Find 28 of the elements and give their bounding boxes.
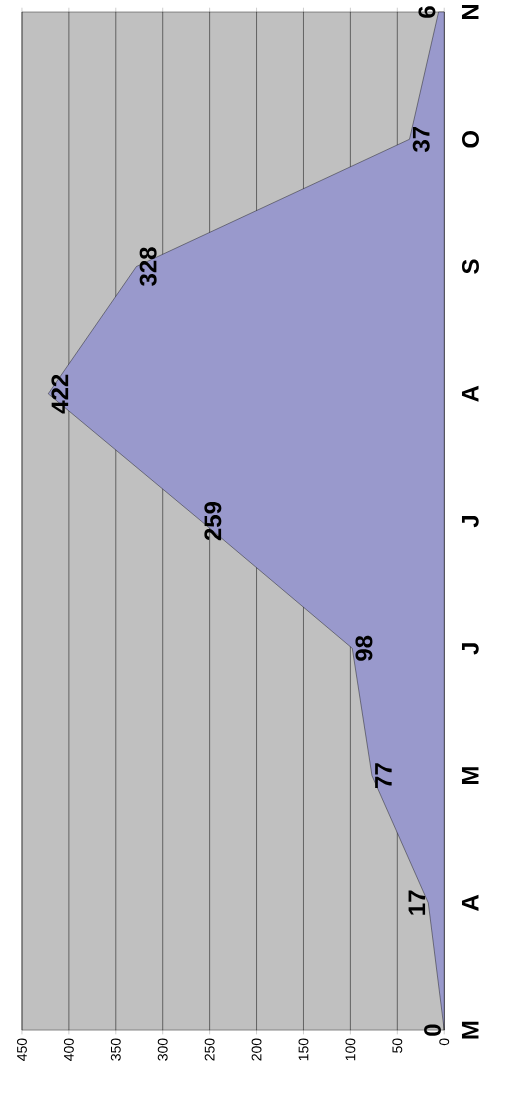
x-tick-label: 50 xyxy=(392,1038,403,1053)
data-label: 6 xyxy=(418,6,436,18)
data-label: 77 xyxy=(375,763,392,788)
y-tick-label: A xyxy=(461,385,479,402)
x-tick-label: 400 xyxy=(63,1038,74,1061)
y-tick-label: A xyxy=(461,894,479,911)
data-label: 422 xyxy=(51,374,69,414)
x-tick-label: 250 xyxy=(204,1038,215,1061)
data-label: 328 xyxy=(139,247,157,286)
y-tick-label: J xyxy=(461,516,479,528)
x-tick-label: 300 xyxy=(157,1038,168,1061)
y-tick-label: J xyxy=(461,643,479,655)
x-tick-label: 0 xyxy=(439,1038,450,1046)
data-label: 98 xyxy=(355,635,373,661)
data-label: 37 xyxy=(412,126,430,153)
data-label: 0 xyxy=(424,1024,441,1036)
x-tick-label: 200 xyxy=(251,1038,262,1061)
y-tick-label: M xyxy=(461,1021,479,1039)
x-tick-label: 150 xyxy=(298,1038,309,1061)
data-label: 259 xyxy=(204,501,222,541)
y-tick-label: M xyxy=(461,767,479,784)
x-tick-label: 100 xyxy=(345,1038,356,1061)
y-tick-label: O xyxy=(461,130,479,148)
data-label: 17 xyxy=(408,890,426,915)
y-tick-label: S xyxy=(461,259,479,274)
y-tick-label: N xyxy=(461,4,479,20)
x-tick-label: 350 xyxy=(110,1038,121,1061)
x-tick-label: 450 xyxy=(16,1038,27,1061)
